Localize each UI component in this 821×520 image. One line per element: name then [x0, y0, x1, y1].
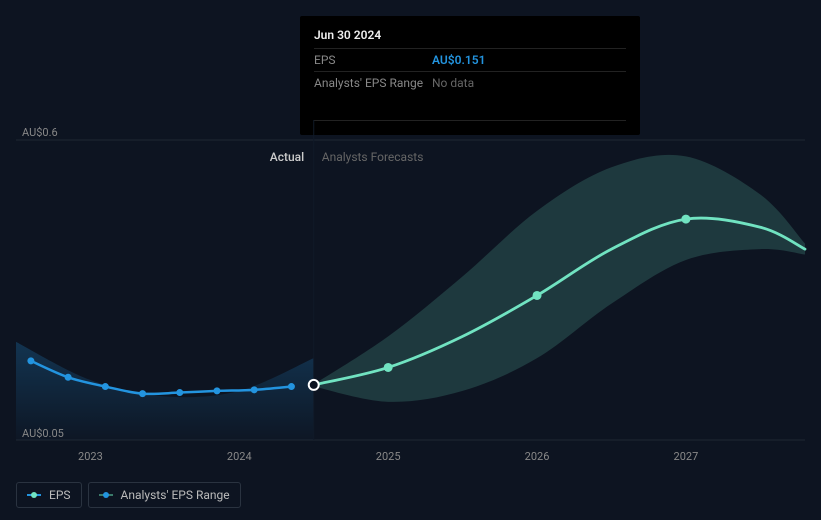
chart-legend: EPS Analysts' EPS Range: [16, 482, 241, 508]
series-marker: [139, 390, 146, 397]
series-marker: [213, 387, 220, 394]
series-marker: [288, 383, 295, 390]
series-marker: [65, 374, 72, 381]
highlight-marker: [309, 380, 319, 390]
legend-item[interactable]: Analysts' EPS Range: [88, 482, 241, 508]
x-axis-label: 2027: [674, 450, 699, 463]
actual-band: [16, 342, 314, 440]
legend-icon: [27, 491, 41, 499]
region-label-actual: Actual: [270, 150, 304, 164]
y-axis-label-bottom: AU$0.05: [22, 427, 64, 440]
x-axis-label: 2026: [525, 450, 550, 463]
x-axis-label: 2025: [376, 450, 401, 463]
legend-item[interactable]: EPS: [16, 482, 82, 508]
legend-icon: [99, 491, 113, 499]
series-marker: [533, 291, 542, 300]
legend-label: EPS: [49, 488, 71, 502]
x-axis-label: 2024: [227, 450, 252, 463]
region-label-forecast: Analysts Forecasts: [322, 150, 424, 164]
series-marker: [27, 357, 34, 364]
series-marker: [102, 383, 109, 390]
eps-chart: [0, 0, 821, 520]
series-marker: [176, 389, 183, 396]
x-axis-label: 2023: [78, 450, 103, 463]
series-marker: [384, 363, 393, 372]
y-axis-label-top: AU$0.6: [22, 126, 58, 139]
series-marker: [251, 386, 258, 393]
legend-label: Analysts' EPS Range: [121, 488, 230, 502]
series-marker: [681, 215, 690, 224]
